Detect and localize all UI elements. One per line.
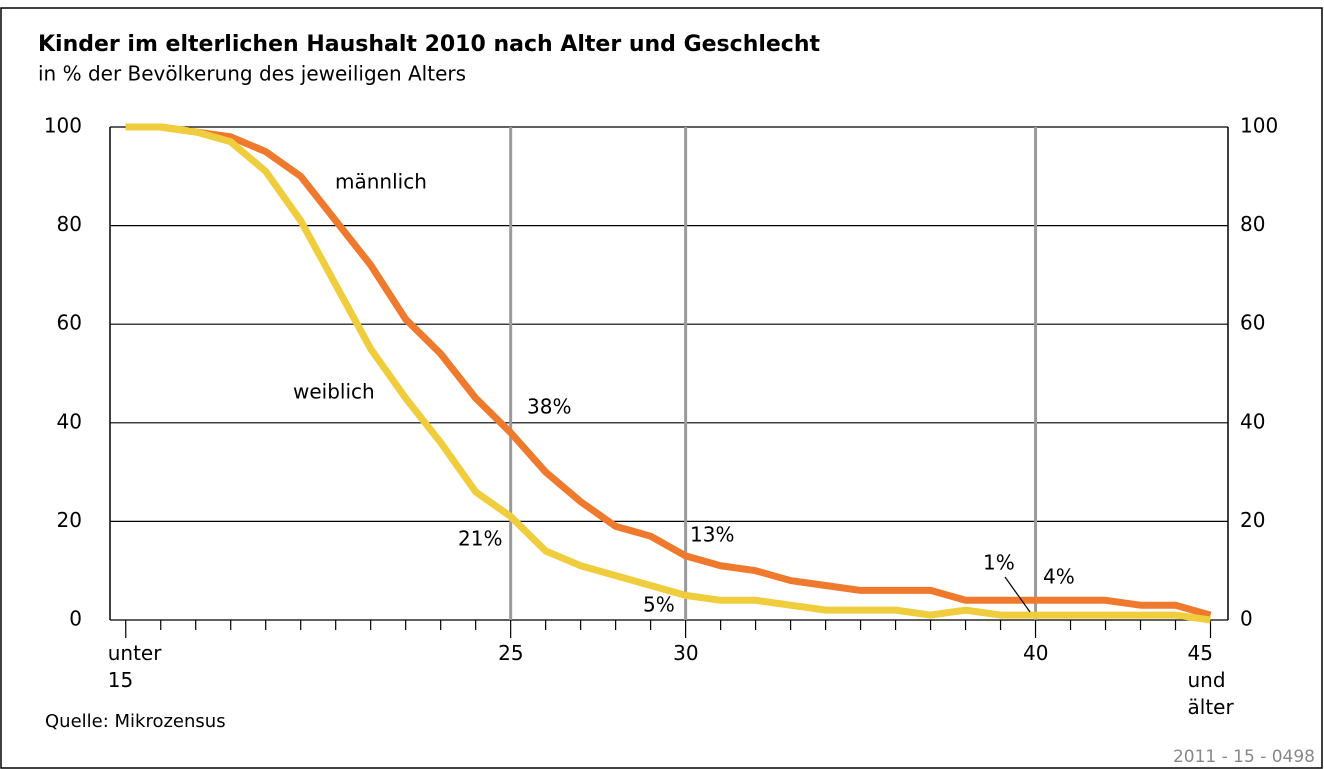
annotation: 38% (527, 395, 571, 419)
y-tick-label: 20 (57, 508, 82, 532)
x-tick-label: 45 und älter (1187, 641, 1234, 719)
annotation: 5% (643, 593, 675, 617)
y-tick-label: 40 (57, 409, 82, 433)
annotation: 13% (690, 523, 734, 547)
annotation: 4% (1043, 565, 1075, 589)
chart-title: Kinder im elterlichen Haushalt 2010 nach… (38, 32, 821, 57)
x-tick-label: 25 (498, 641, 524, 665)
code: 2011 - 15 - 0498 (1173, 747, 1315, 767)
series-line (125, 123, 1211, 624)
y2-tick-label: 80 (1240, 212, 1265, 236)
y2-tick-label: 20 (1240, 508, 1265, 532)
annotation: 1% (983, 551, 1015, 575)
x-tick-label: 30 (673, 641, 699, 665)
annotation-leader (1004, 576, 1031, 613)
series-line (125, 123, 1212, 619)
y-tick-label: 100 (44, 114, 82, 138)
y2-tick-label: 100 (1240, 114, 1278, 138)
chart-subtitle: in % der Bevölkerung des jeweiligen Alte… (38, 62, 466, 86)
y2-tick-label: 40 (1240, 409, 1265, 433)
y-tick-label: 60 (57, 311, 82, 335)
x-tick-label: 40 (1023, 641, 1049, 665)
y-tick-label: 0 (69, 607, 82, 631)
y-tick-label: 80 (57, 212, 82, 236)
x-tick-label: unter 15 (107, 641, 162, 692)
series-label: weiblich (293, 380, 375, 404)
y2-tick-label: 60 (1240, 311, 1265, 335)
source: Quelle: Mikrozensus (45, 711, 226, 732)
frame (0, 7, 1323, 769)
series-label: männlich (335, 170, 427, 194)
annotation: 21% (458, 527, 502, 551)
y2-tick-label: 0 (1240, 607, 1253, 631)
